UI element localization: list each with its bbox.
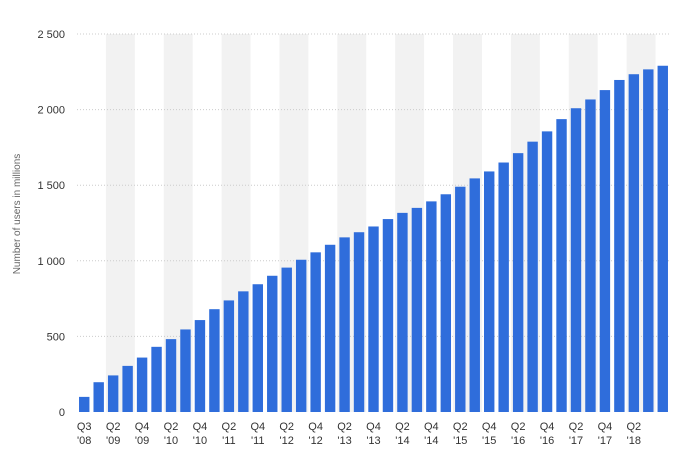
bar: [426, 201, 437, 412]
x-tick-label-quarter: Q4: [424, 421, 439, 433]
y-tick-label: 0: [59, 407, 65, 419]
x-tick-label-quarter: Q4: [540, 421, 555, 433]
bar: [136, 357, 148, 412]
x-tick-label-quarter: Q4: [250, 421, 265, 433]
x-tick-label-year: '14: [395, 435, 409, 447]
bar: [295, 259, 307, 412]
bar: [527, 141, 538, 412]
x-tick-label-quarter: Q4: [366, 421, 381, 433]
y-tick-label: 500: [47, 331, 65, 343]
x-tick-label-quarter: Q4: [482, 421, 497, 433]
x-tick-label-year: '12: [280, 435, 294, 447]
bars: [79, 65, 668, 413]
x-tick-label-quarter: Q2: [626, 421, 641, 433]
bar: [657, 65, 668, 412]
x-tick-label-year: '15: [482, 435, 496, 447]
bar: [107, 375, 119, 412]
bar: [628, 74, 640, 412]
x-tick-label-quarter: Q2: [569, 421, 584, 433]
bar: [238, 291, 249, 412]
x-tick-label-quarter: Q2: [222, 421, 237, 433]
bar: [209, 309, 220, 412]
x-tick-label-year: '10: [193, 435, 207, 447]
bar: [165, 339, 177, 412]
bar: [411, 207, 423, 412]
x-tick-label-year: '09: [135, 435, 149, 447]
x-tick-label-year: '13: [366, 435, 380, 447]
bar: [382, 219, 394, 412]
bar: [151, 346, 162, 412]
x-tick-label-quarter: Q2: [164, 421, 179, 433]
x-tick-label-year: '14: [424, 435, 438, 447]
x-tick-label-quarter: Q4: [598, 421, 613, 433]
bar: [440, 194, 452, 412]
bar: [484, 171, 495, 412]
x-axis-ticks: Q3 '08 Q2 '09 Q4 '09 Q2 '10 Q4 '10 Q2 '11 Q4 '11 Q2 '12…: [77, 421, 641, 447]
bar: [585, 99, 596, 412]
y-tick-label: 1 500: [37, 180, 65, 192]
y-tick-label: 1 000: [37, 256, 65, 268]
bar: [339, 237, 350, 412]
bar: [368, 226, 379, 412]
x-tick-label-quarter: Q2: [511, 421, 526, 433]
bar: [599, 90, 611, 412]
x-tick-label-quarter: Q3: [77, 421, 92, 433]
x-tick-label-year: '10: [164, 435, 178, 447]
x-tick-label-year: '11: [222, 435, 236, 447]
background-band: [105, 34, 135, 412]
bar: [180, 329, 191, 412]
y-tick-label: 2 000: [37, 105, 65, 117]
bar: [353, 232, 365, 412]
x-tick-label-year: '11: [251, 435, 265, 447]
bar: [324, 244, 336, 412]
bar: [310, 252, 321, 412]
bar: [469, 178, 480, 412]
x-tick-label-quarter: Q2: [337, 421, 352, 433]
bar: [498, 162, 509, 412]
x-tick-label-year: '16: [540, 435, 554, 447]
x-tick-label-year: '09: [106, 435, 120, 447]
x-tick-label-quarter: Q2: [106, 421, 121, 433]
bar: [194, 320, 206, 412]
x-tick-label-year: '13: [337, 435, 351, 447]
y-axis-ticks: 0 500 1 000 1 500 2 000 2 500: [37, 29, 65, 419]
bar: [455, 186, 466, 412]
x-tick-label-quarter: Q4: [308, 421, 323, 433]
bar: [93, 382, 104, 412]
y-axis-title: Number of users in millions: [12, 154, 23, 275]
x-tick-label-quarter: Q4: [135, 421, 150, 433]
bar: [512, 153, 524, 412]
bar: [223, 300, 235, 412]
bar: [556, 119, 567, 412]
x-tick-label-year: '17: [598, 435, 612, 447]
x-tick-label-year: '08: [77, 435, 91, 447]
bar: [281, 267, 292, 412]
x-tick-label-year: '15: [453, 435, 467, 447]
y-tick-label: 2 500: [37, 29, 65, 41]
bar: [614, 79, 625, 413]
bar: [570, 108, 582, 412]
x-tick-label-quarter: Q2: [279, 421, 294, 433]
bar: [122, 365, 133, 412]
x-tick-label-quarter: Q4: [193, 421, 208, 433]
x-tick-label-quarter: Q2: [395, 421, 410, 433]
bar: [397, 212, 408, 412]
bar: [643, 69, 654, 412]
bar: [79, 396, 90, 412]
bar: [267, 275, 278, 412]
x-tick-label-quarter: Q2: [453, 421, 468, 433]
bar: [541, 131, 553, 412]
x-tick-label-year: '12: [308, 435, 322, 447]
x-tick-label-year: '16: [511, 435, 525, 447]
x-tick-label-year: '17: [569, 435, 583, 447]
x-tick-label-year: '18: [627, 435, 641, 447]
bar: [252, 284, 263, 412]
